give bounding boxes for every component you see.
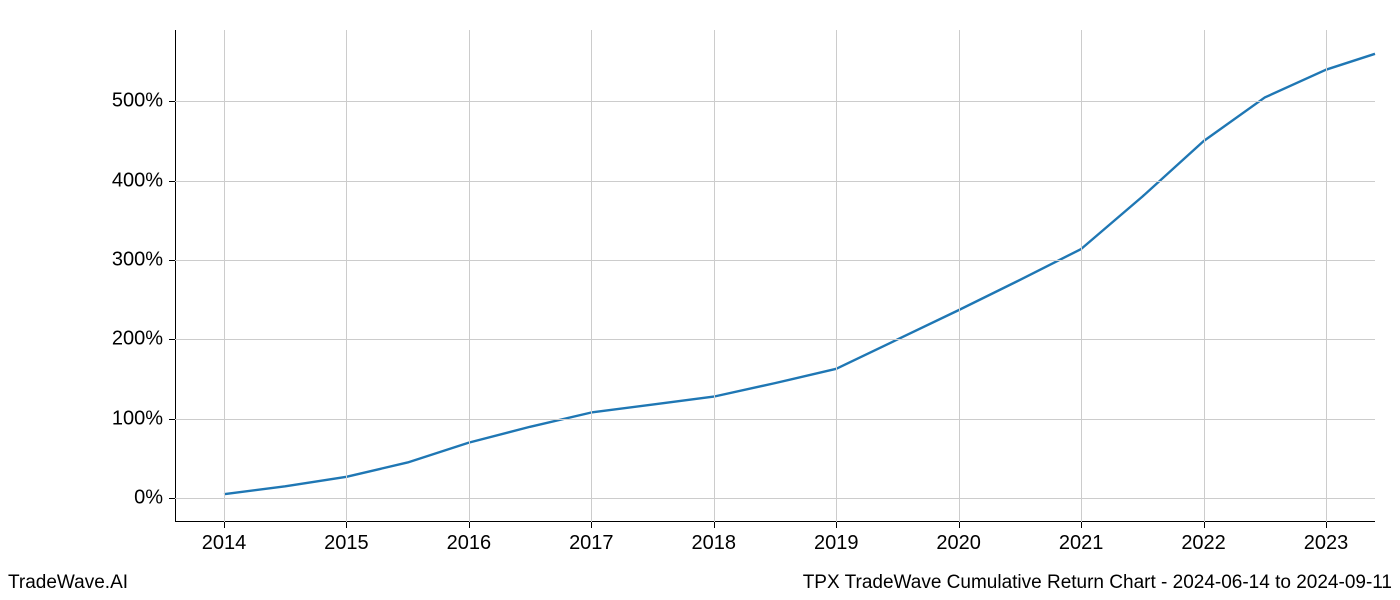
gridline-vertical [714,30,715,522]
gridline-vertical [1326,30,1327,522]
x-tick [469,522,470,528]
gridline-horizontal [175,260,1375,261]
x-tick-label: 2016 [447,532,492,555]
x-tick [224,522,225,528]
gridline-horizontal [175,101,1375,102]
x-tick-label: 2021 [1059,532,1104,555]
y-tick [169,419,175,420]
gridline-horizontal [175,339,1375,340]
footer-brand: TradeWave.AI [8,572,128,594]
y-tick [169,101,175,102]
x-tick [714,522,715,528]
y-tick-label: 100% [112,407,163,430]
y-tick-label: 500% [112,90,163,113]
y-tick-label: 300% [112,249,163,272]
gridline-vertical [591,30,592,522]
gridline-vertical [224,30,225,522]
chart-plot-area: 2014201520162017201820192020202120222023… [175,30,1375,522]
x-tick [959,522,960,528]
footer-caption: TPX TradeWave Cumulative Return Chart - … [803,572,1392,594]
gridline-vertical [959,30,960,522]
x-tick-label: 2019 [814,532,859,555]
gridline-horizontal [175,419,1375,420]
y-tick [169,260,175,261]
x-tick [1204,522,1205,528]
y-tick [169,498,175,499]
y-tick-label: 200% [112,328,163,351]
y-tick-label: 0% [134,487,163,510]
gridline-horizontal [175,181,1375,182]
x-tick-label: 2014 [202,532,247,555]
x-tick [346,522,347,528]
gridline-vertical [1081,30,1082,522]
x-tick-label: 2018 [692,532,737,555]
y-tick [169,339,175,340]
x-tick-label: 2023 [1304,532,1349,555]
x-tick-label: 2015 [324,532,369,555]
gridline-vertical [1204,30,1205,522]
y-tick [169,181,175,182]
gridline-vertical [469,30,470,522]
gridline-vertical [346,30,347,522]
chart-container: 2014 2015 2016 2017 2018 2019 2020 2021 2022 2023… [0,0,1400,600]
x-tick [836,522,837,528]
x-tick-label: 2020 [936,532,981,555]
gridline-horizontal [175,498,1375,499]
x-tick-label: 2022 [1181,532,1226,555]
line-cumulative-return [224,54,1375,494]
x-tick-label: 2017 [569,532,614,555]
x-tick [591,522,592,528]
gridline-vertical [836,30,837,522]
x-tick [1326,522,1327,528]
line-series-svg [175,30,1375,522]
y-tick-label: 400% [112,169,163,192]
x-tick [1081,522,1082,528]
